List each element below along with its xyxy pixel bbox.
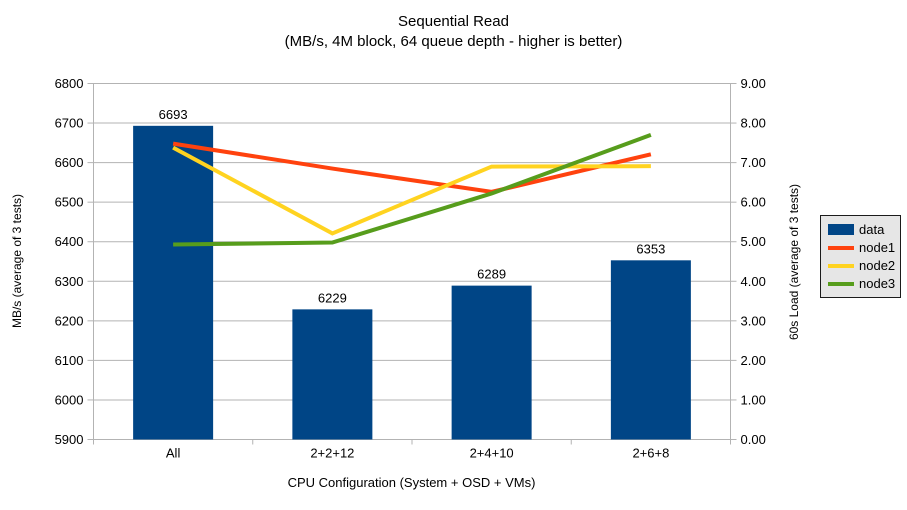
legend-swatch-line (828, 263, 854, 268)
y-left-tick-label: 6500 (55, 195, 84, 210)
x-category-label: 2+4+10 (470, 446, 514, 461)
y-left-tick-label: 6200 (55, 313, 84, 328)
bar (451, 285, 532, 440)
y-right-tick-label: 4.00 (741, 274, 766, 289)
legend-swatch-bar (828, 224, 854, 235)
legend-swatch-line (828, 281, 854, 286)
chart-subtitle: (MB/s, 4M block, 64 queue depth - higher… (284, 33, 623, 50)
bar (133, 125, 214, 440)
y-axis-title-right: 60s Load (average of 3 tests) (787, 183, 801, 341)
y-left-tick-label: 6700 (55, 116, 84, 131)
legend-label: node3 (859, 276, 896, 291)
bar-value-label: 6289 (477, 267, 506, 282)
y-left-tick-label: 5900 (55, 432, 84, 447)
chart-title: Sequential Read (398, 13, 509, 30)
y-left-tick-label: 6400 (55, 234, 84, 249)
line-node3 (173, 133, 652, 247)
y-right-tick-label: 1.00 (741, 392, 766, 407)
y-right-tick-label: 6.00 (741, 195, 766, 210)
legend-item-node2: node2 (828, 258, 896, 273)
line-node1 (172, 141, 652, 194)
legend-item-node1: node1 (828, 240, 896, 255)
y-right-tick-label: 5.00 (741, 234, 766, 249)
legend: data node1 node2 node3 (820, 215, 901, 298)
bar (292, 309, 373, 440)
bar (610, 260, 691, 440)
y-left-tick-label: 6100 (55, 353, 84, 368)
bar-value-label: 6229 (318, 290, 347, 305)
legend-item-node3: node3 (828, 276, 896, 291)
bar-value-label: 6353 (636, 241, 665, 256)
y-right-tick-label: 0.00 (741, 432, 766, 447)
y-axis-title-left: MB/s (average of 3 tests) (10, 193, 24, 329)
x-category-label: 2+2+12 (310, 446, 354, 461)
y-right-tick-label: 7.00 (741, 155, 766, 170)
y-right-tick-label: 2.00 (741, 353, 766, 368)
x-category-label: All (166, 446, 181, 461)
legend-label: node2 (859, 258, 896, 273)
legend-item-data: data (828, 222, 896, 237)
y-right-tick-label: 9.00 (741, 76, 766, 91)
y-right-tick-label: 3.00 (741, 313, 766, 328)
legend-swatch-line (828, 245, 854, 250)
y-left-tick-label: 6600 (55, 155, 84, 170)
legend-label: node1 (859, 240, 896, 255)
x-category-label: 2+6+8 (632, 446, 669, 461)
line-node2 (172, 145, 651, 236)
bar-value-label: 6693 (159, 107, 188, 122)
legend-label: data (859, 222, 885, 237)
y-left-tick-label: 6300 (55, 274, 84, 289)
y-right-tick-label: 8.00 (741, 116, 766, 131)
y-left-tick-label: 6800 (55, 76, 84, 91)
y-left-tick-label: 6000 (55, 392, 84, 407)
x-axis-title: CPU Configuration (System + OSD + VMs) (287, 475, 536, 490)
